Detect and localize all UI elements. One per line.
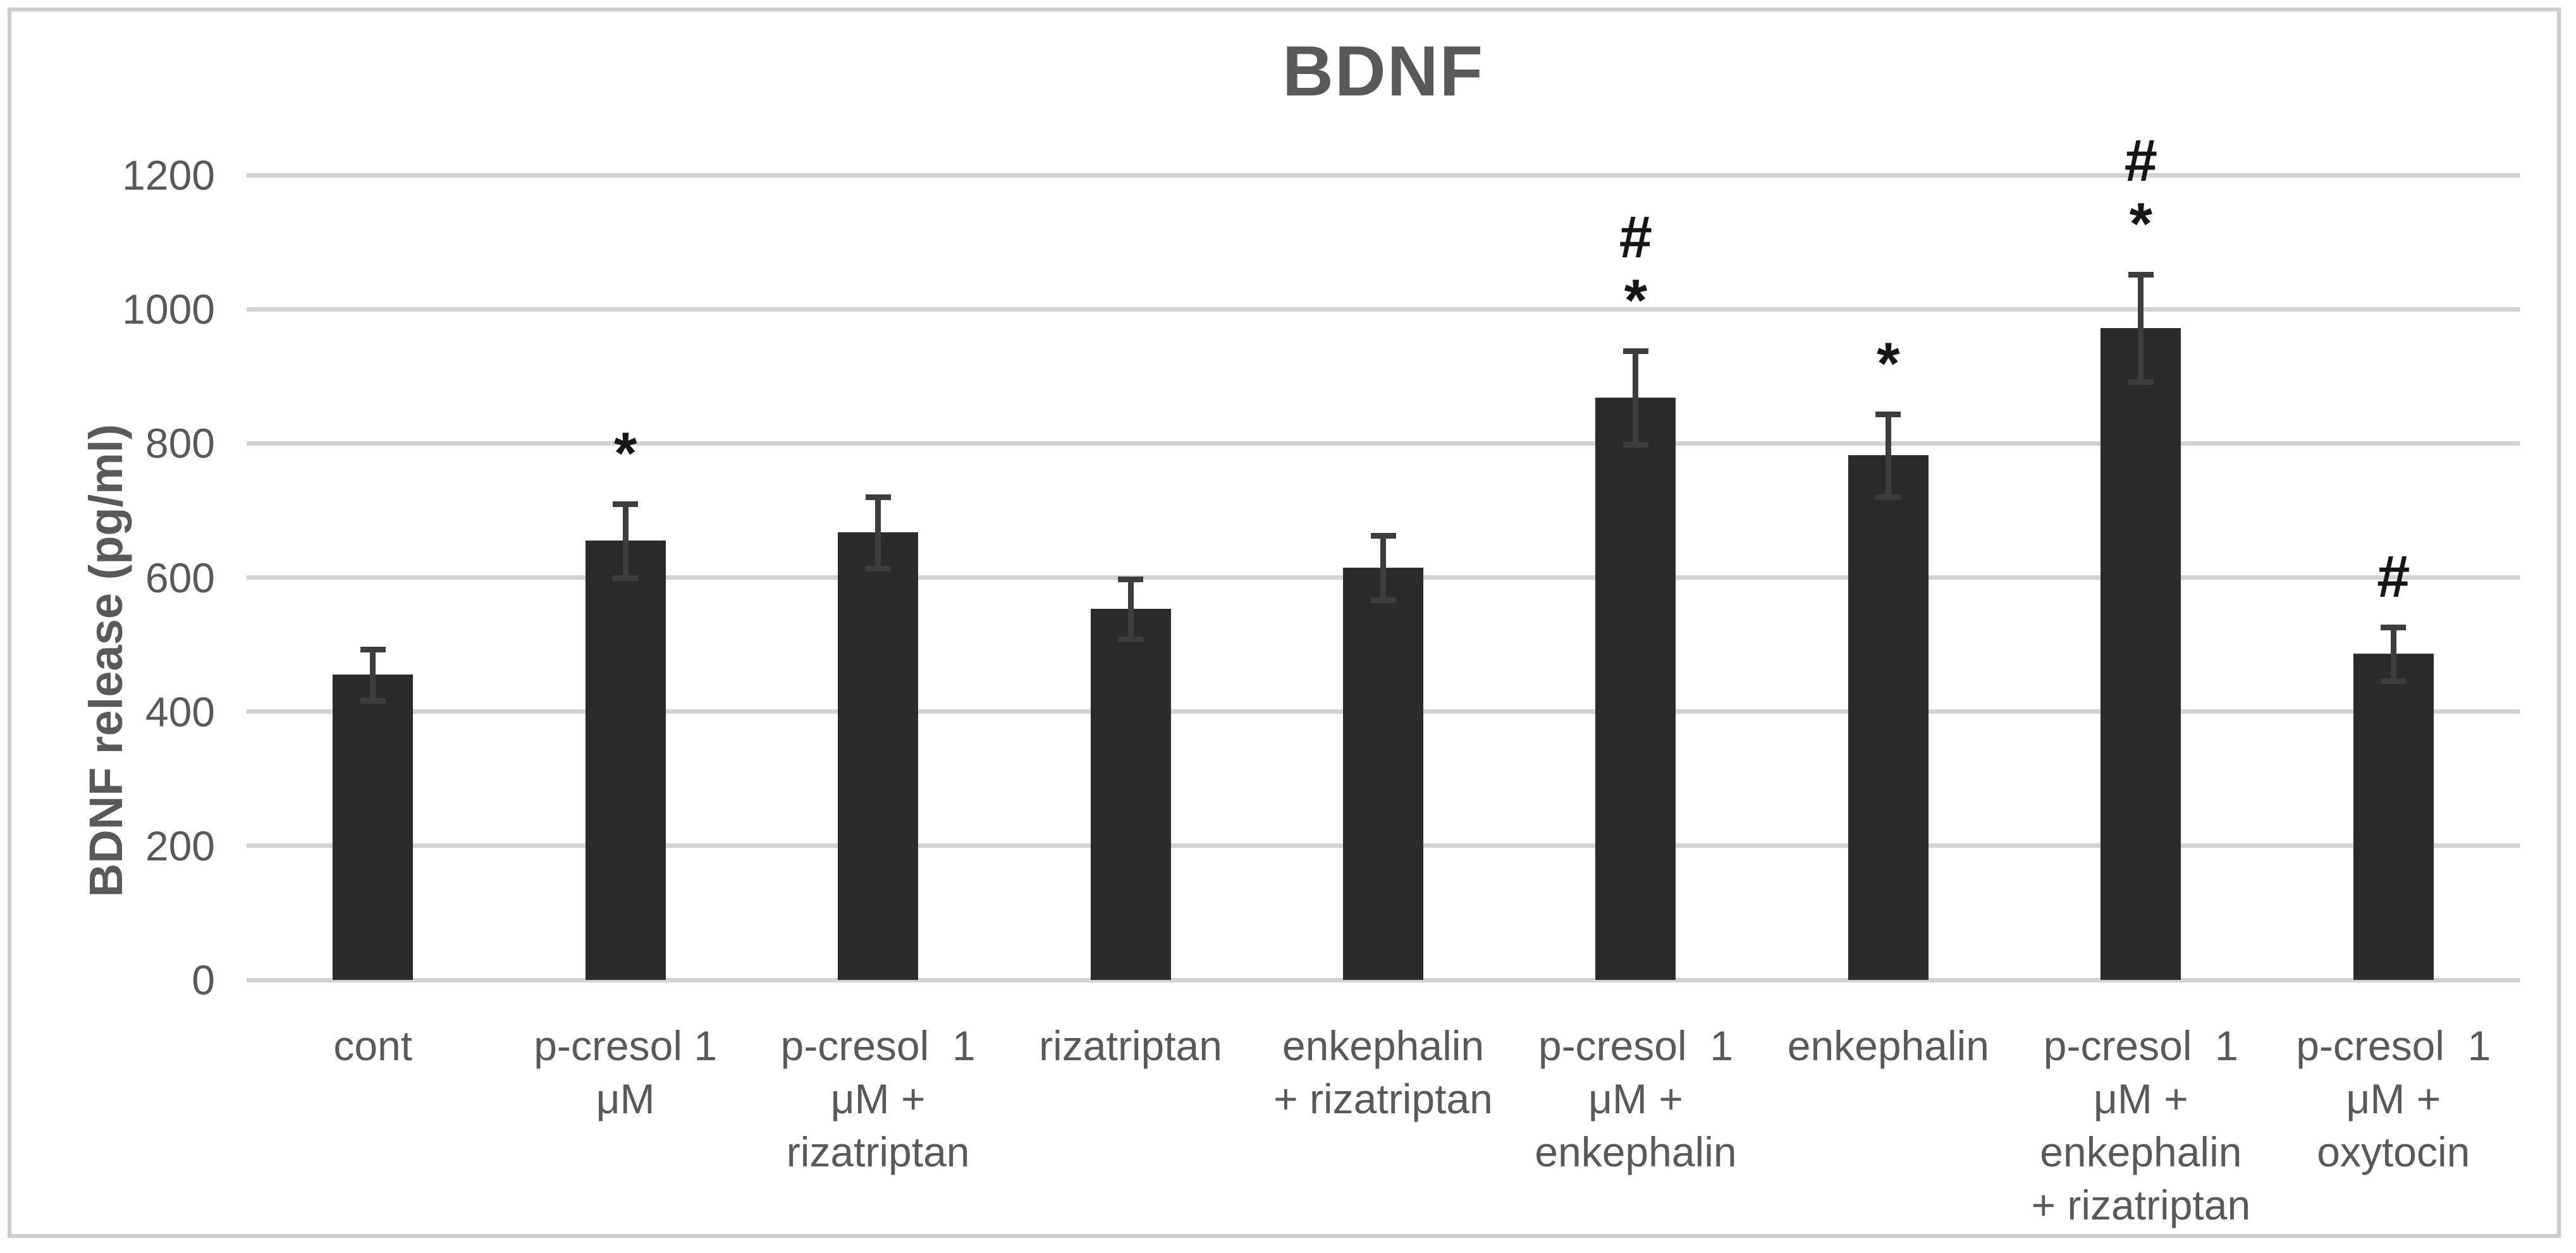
x-category-label: enkephalin + rizatriptan [1244,1019,1523,1125]
chart-title: BDNF [1282,32,1485,111]
error-bar-stem [2138,274,2144,382]
hash-mark: # [2124,127,2157,193]
gridline [247,441,2520,446]
error-bar-cap-bottom [1875,494,1901,501]
significance-marks: * [531,419,720,486]
error-bar-cap-top [1118,576,1144,582]
bar [333,675,414,980]
x-category-label-line: p-cresol 1 [2296,1022,2491,1069]
x-category-label-line: p-cresol 1 [534,1022,718,1069]
error-bar-cap-bottom [2381,678,2407,684]
error-bar-stem [370,649,376,700]
hash-mark: # [1619,203,1653,270]
x-category-label-line: + rizatriptan [1273,1075,1493,1122]
bar [2101,327,2181,980]
hash-mark: # [2377,543,2410,609]
y-tick-label: 1200 [122,152,215,199]
significance-marks: # * [2046,129,2236,255]
x-category-label-line: μM + [1588,1075,1683,1122]
x-category-label-line: enkephalin [1535,1128,1737,1175]
error-bar-cap-bottom [1622,442,1648,448]
error-bar-stem [1885,413,1891,498]
asterisk-mark: * [2129,190,2153,257]
error-bar-cap-top [2381,625,2407,630]
y-tick-label: 400 [145,688,215,735]
error-bar-stem [1380,535,1386,600]
bar [1343,567,1423,980]
bar [585,541,666,980]
error-bar-cap-top [2128,272,2154,278]
x-category-label-line: μM + [2346,1075,2441,1122]
bar [838,532,919,980]
y-tick-label: 600 [145,554,215,601]
significance-marks: # [2298,545,2488,608]
asterisk-mark: * [613,419,637,486]
error-bar-cap-bottom [613,575,639,581]
x-category-label-line: p-cresol 1 [1538,1022,1733,1069]
x-category-label-line: rizatriptan [1039,1022,1222,1069]
bar [1090,609,1171,980]
x-category-label-line: enkephalin [1787,1022,1990,1069]
bar [1848,455,1929,980]
error-bar-stem [875,497,881,568]
y-tick-label: 1000 [122,286,215,333]
x-category-label: p-cresol 1 μM + enkephalin [1497,1019,1775,1178]
error-bar-stem [622,503,629,578]
x-category-label: enkephalin [1749,1019,2027,1072]
error-bar-cap-bottom [1370,597,1396,603]
y-tick-label: 200 [145,822,215,869]
y-tick-label: 800 [145,420,215,467]
error-bar-cap-bottom [865,565,891,571]
error-bar-cap-bottom [2128,379,2154,385]
x-category-label-line: cont [333,1022,413,1069]
x-category-label-line: μM + [830,1075,926,1122]
x-category-label: p-cresol 1 μM [486,1019,764,1125]
error-bar-cap-top [1875,411,1901,417]
asterisk-mark: * [1624,266,1648,333]
gridline [247,173,2520,178]
x-category-label-line: + rizatriptan [2031,1182,2251,1228]
error-bar-cap-top [865,494,891,501]
gridline [247,307,2520,312]
y-tick-label: 0 [192,957,215,1003]
significance-marks: * [1793,329,1983,396]
asterisk-mark: * [1877,329,1900,396]
x-category-label-line: rizatriptan [786,1128,970,1175]
error-bar-cap-top [1622,348,1648,354]
x-category-label-line: p-cresol 1 [780,1022,976,1069]
error-bar-cap-top [360,647,386,652]
x-category-label: cont [234,1019,512,1072]
error-bar-stem [1633,350,1639,445]
x-category-label: rizatriptan [991,1019,1270,1072]
x-category-label-line: oxytocin [2317,1128,2470,1175]
x-category-label: p-cresol 1 μM + enkephalin + rizatriptan [2002,1019,2280,1232]
x-category-label: p-cresol 1 μM + oxytocin [2254,1019,2532,1178]
significance-marks: # * [1541,205,1731,332]
gridline [247,977,2520,982]
x-category-label-line: enkephalin [2040,1128,2242,1175]
bar [1595,398,1676,980]
error-bar-cap-top [1370,532,1396,539]
x-category-label-line: μM [596,1075,655,1122]
x-category-label-line: μM + [2093,1075,2188,1122]
bar [2353,654,2434,980]
x-category-label: p-cresol 1 μM + rizatriptan [739,1019,1017,1178]
y-axis-title: BDNF release (pg/ml) [80,424,132,898]
error-bar-stem [1127,578,1134,640]
x-category-label-line: enkephalin [1282,1022,1485,1069]
error-bar-cap-top [613,501,639,507]
error-bar-cap-bottom [360,697,386,704]
x-category-label-line: p-cresol 1 [2043,1022,2238,1069]
error-bar-cap-bottom [1118,637,1144,643]
error-bar-stem [2390,627,2396,681]
